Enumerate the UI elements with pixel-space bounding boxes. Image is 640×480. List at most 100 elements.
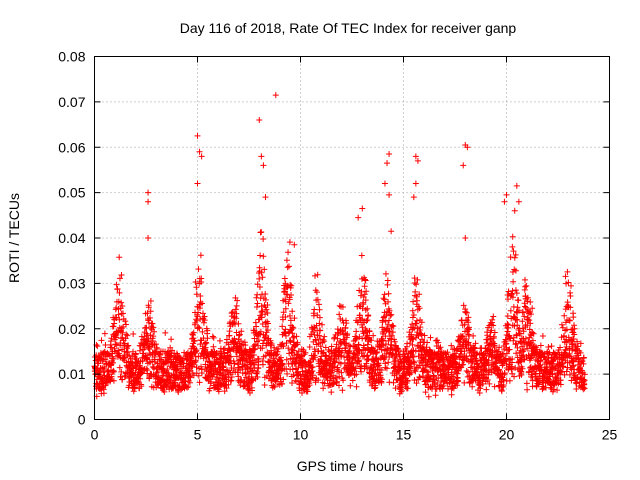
data-point [397, 357, 404, 364]
data-point [381, 291, 388, 298]
data-point [351, 368, 358, 375]
data-point [123, 331, 130, 338]
data-point [554, 387, 561, 394]
data-point [150, 324, 157, 331]
data-point [191, 337, 198, 344]
data-point [113, 314, 120, 321]
data-point [157, 351, 164, 358]
data-point [283, 356, 290, 363]
data-point [120, 355, 127, 362]
data-point [397, 366, 404, 373]
data-point [385, 298, 392, 305]
data-point [250, 352, 257, 359]
data-point [107, 377, 114, 384]
data-point [381, 180, 388, 187]
data-point [322, 352, 329, 359]
data-point [192, 278, 199, 285]
data-point [206, 385, 213, 392]
data-point [357, 292, 364, 299]
data-point [317, 343, 324, 350]
data-point [524, 386, 531, 393]
data-point [410, 298, 417, 305]
data-point [356, 303, 363, 310]
data-point [509, 287, 516, 294]
data-point [187, 374, 194, 381]
data-point [145, 344, 152, 351]
data-point [94, 343, 101, 350]
data-point [388, 344, 395, 351]
data-point [440, 361, 447, 368]
data-point [448, 342, 455, 349]
data-point [512, 287, 519, 294]
data-point [280, 309, 287, 316]
data-point [249, 377, 256, 384]
data-point [110, 323, 117, 330]
data-point [399, 387, 406, 394]
data-point [353, 383, 360, 390]
data-point [105, 351, 112, 358]
data-point [271, 383, 278, 390]
x-axis: 0 5 10 15 20 25 [91, 56, 617, 443]
data-point [306, 382, 313, 389]
data-point [526, 317, 533, 324]
data-point [334, 326, 341, 333]
data-point [485, 362, 492, 369]
data-point [295, 348, 302, 355]
data-point [192, 357, 199, 364]
data-point [258, 314, 265, 321]
data-point [118, 299, 125, 306]
data-point [491, 329, 498, 336]
data-point [144, 310, 151, 317]
data-point [290, 334, 297, 341]
data-point [510, 248, 517, 255]
data-point [116, 275, 123, 282]
data-point [440, 382, 447, 389]
data-point [193, 347, 200, 354]
data-point [199, 300, 206, 307]
data-point [500, 376, 507, 383]
data-point [366, 328, 373, 335]
data-point [365, 312, 372, 319]
data-point [258, 228, 265, 235]
data-point [472, 340, 479, 347]
data-point [262, 296, 269, 303]
data-point [375, 362, 382, 369]
data-point [282, 314, 289, 321]
data-point [351, 343, 358, 350]
data-point [149, 320, 156, 327]
data-point [356, 312, 363, 319]
y-axis-label: ROTI / TECUs [6, 193, 22, 283]
data-point [132, 350, 139, 357]
data-point [385, 317, 392, 324]
data-point [393, 371, 400, 378]
data-point [254, 373, 261, 380]
x-tick-label: 20 [499, 427, 515, 443]
data-point [145, 198, 152, 205]
data-point [524, 322, 531, 329]
data-point [289, 380, 296, 387]
data-point [388, 228, 395, 235]
data-point [414, 297, 421, 304]
data-point [349, 377, 356, 384]
data-point [334, 364, 341, 371]
data-point [210, 334, 217, 341]
data-point [507, 254, 514, 261]
data-point [247, 354, 254, 361]
data-point [425, 369, 432, 376]
data-point [398, 388, 405, 395]
data-point [117, 339, 124, 346]
data-point [262, 194, 269, 201]
data-point [262, 332, 269, 339]
data-point [147, 332, 154, 339]
data-point [569, 347, 576, 354]
data-point [370, 332, 377, 339]
data-point [203, 340, 210, 347]
data-point [315, 301, 322, 308]
data-point [328, 343, 335, 350]
data-point [334, 378, 341, 385]
data-point [495, 366, 502, 373]
data-point [558, 321, 565, 328]
data-point [527, 355, 534, 362]
data-point [557, 344, 564, 351]
